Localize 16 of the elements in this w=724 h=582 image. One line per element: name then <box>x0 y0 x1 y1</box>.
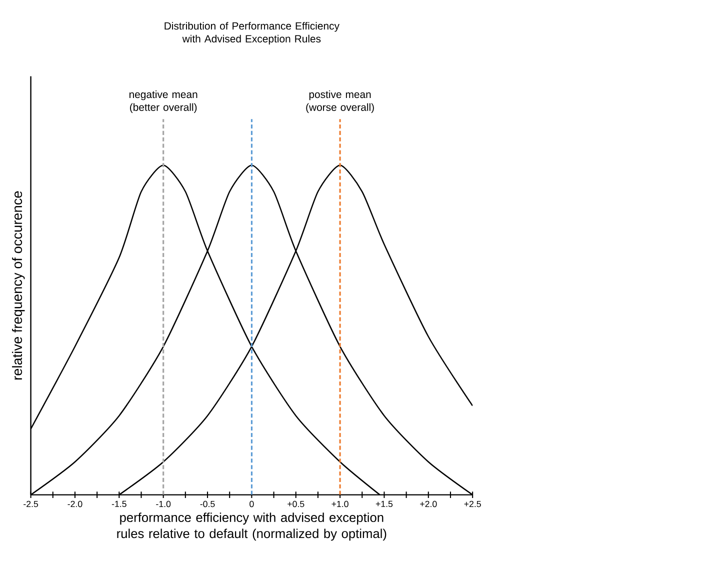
x-tick-label: -1.0 <box>156 501 171 508</box>
x-tick-label: +1.0 <box>332 501 348 508</box>
chart-title: Distribution of Performance Efficiency with Advised Exception Rules <box>164 22 340 45</box>
x-tick-label: -0.5 <box>200 501 215 508</box>
x-tick-label: -2.5 <box>24 501 38 508</box>
x-tick-label: +1.5 <box>376 501 393 508</box>
x-tick-label: -2.0 <box>68 501 82 508</box>
x-axis-title: performance efficiency with advised exception rules relative to default (normalized by optimal) <box>117 512 386 541</box>
ref-line-label: negative mean (better overall) <box>129 90 198 114</box>
x-tick-label: 0 <box>250 501 254 508</box>
x-tick-label: +0.5 <box>288 501 304 508</box>
x-tick-label: -1.5 <box>112 501 126 508</box>
ref-line-label: postive mean (worse overall) <box>306 90 374 114</box>
y-axis-title: relative frequency of occurence <box>12 192 25 380</box>
x-tick-label: +2.5 <box>464 501 481 508</box>
x-tick-label: +2.0 <box>420 501 437 508</box>
